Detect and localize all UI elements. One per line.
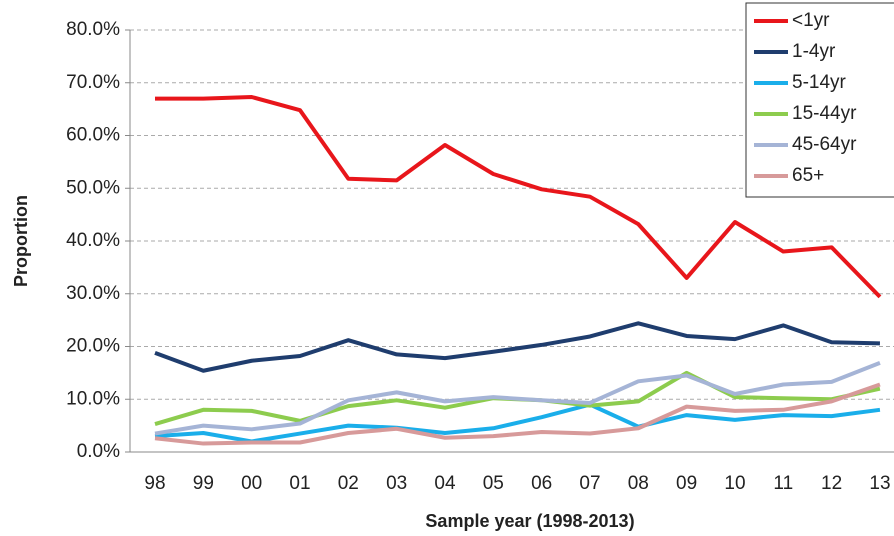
line-series [154, 382, 881, 446]
x-tick-label: 02 [338, 473, 359, 494]
x-tick-label: 12 [821, 473, 842, 494]
y-tick-label: 70.0% [66, 72, 120, 93]
x-tick-label: 09 [676, 473, 697, 494]
y-tick-label: 20.0% [66, 336, 120, 357]
y-axis-title: Proportion [11, 195, 31, 287]
x-tick-label: 07 [579, 473, 600, 494]
y-tick-label: 80.0% [66, 19, 120, 40]
legend-label: 1-4yr [792, 41, 836, 62]
x-axis-title: Sample year (1998-2013) [425, 511, 634, 531]
x-tick-label: 98 [144, 473, 165, 494]
line-series [155, 94, 882, 299]
y-tick-label: 40.0% [66, 230, 120, 251]
x-tick-label: 00 [241, 473, 262, 494]
legend-label: 65+ [792, 165, 824, 186]
line-series [154, 321, 880, 373]
legend-label: <1yr [792, 10, 830, 31]
y-tick-label: 0.0% [77, 441, 120, 462]
legend-label: 5-14yr [792, 72, 847, 93]
x-tick-label: 03 [386, 473, 407, 494]
x-tick-label: 10 [724, 473, 745, 494]
y-tick-label: 10.0% [66, 388, 120, 409]
legend-label: 45-64yr [792, 134, 857, 155]
x-tick-label: 01 [289, 473, 310, 494]
line-series [154, 402, 881, 444]
y-tick-label: 30.0% [66, 283, 120, 304]
line-series [154, 360, 881, 436]
x-tick-label: 06 [531, 473, 552, 494]
x-tick-label: 05 [483, 473, 504, 494]
y-tick-label: 50.0% [66, 177, 120, 198]
x-tick-label: 08 [628, 473, 649, 494]
y-tick-label: 60.0% [66, 125, 120, 146]
x-tick-label: 04 [434, 473, 456, 494]
x-tick-label: 99 [193, 473, 214, 494]
x-tick-label: 11 [773, 473, 793, 494]
legend-box [745, 2, 894, 198]
x-tick-label: 13 [869, 473, 890, 494]
legend-label: 15-44yr [792, 103, 857, 124]
